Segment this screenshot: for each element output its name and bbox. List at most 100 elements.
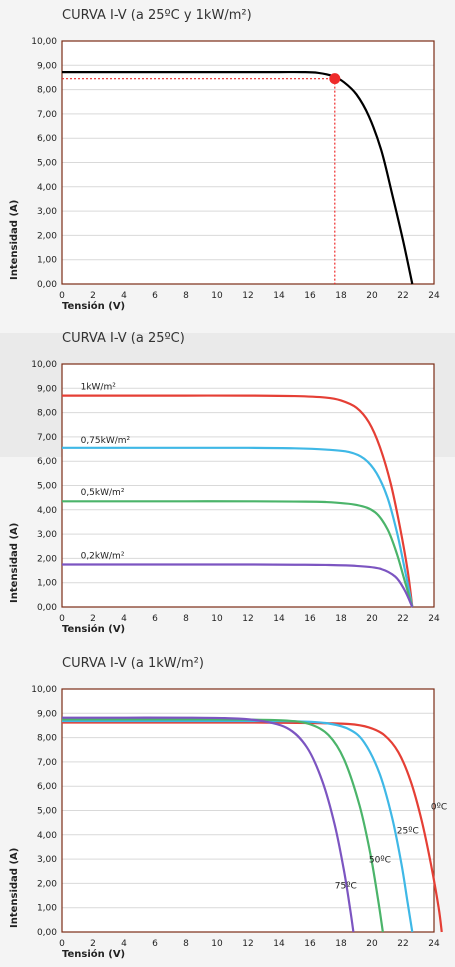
y-tick-label: 7,00: [37, 758, 57, 768]
x-tick-label: 14: [273, 291, 285, 301]
x-tick-label: 24: [428, 939, 440, 949]
series-line-2: [61, 719, 414, 933]
x-tick-label: 8: [183, 614, 189, 624]
x-tick-label: 18: [335, 291, 347, 301]
y-axis-label: Intensidad (A): [9, 848, 20, 928]
x-tick-label: 4: [121, 291, 127, 301]
x-tick-label: 4: [121, 939, 127, 949]
chart-3-title: CURVA I-V (a 1kW/m²): [62, 656, 204, 671]
series-label: 0,75kW/m²: [81, 436, 131, 446]
y-tick-label: 3,00: [37, 530, 57, 540]
x-axis-label: Tensión (V): [62, 300, 125, 312]
x-tick-label: 0: [59, 614, 65, 624]
x-tick-label: 14: [273, 939, 285, 949]
x-tick-label: 10: [211, 291, 223, 301]
x-tick-label: 16: [304, 291, 316, 301]
y-tick-label: 10,00: [31, 360, 57, 370]
y-tick-label: 1,00: [37, 256, 57, 266]
x-tick-label: 24: [428, 291, 440, 301]
series-label: 0,5kW/m²: [81, 488, 125, 498]
y-tick-label: 8,00: [37, 86, 57, 96]
x-tick-label: 10: [211, 939, 223, 949]
y-tick-label: 2,00: [37, 879, 57, 889]
y-tick-label: 10,00: [31, 685, 57, 695]
y-tick-label: 6,00: [37, 457, 57, 467]
x-tick-label: 2: [90, 614, 96, 624]
series-label: 0ºC: [431, 802, 447, 812]
y-tick-label: 5,00: [37, 807, 57, 817]
y-tick-label: 3,00: [37, 207, 57, 217]
x-tick-label: 2: [90, 291, 96, 301]
y-tick-label: 4,00: [37, 183, 57, 193]
y-tick-label: 4,00: [37, 506, 57, 516]
x-tick-label: 0: [59, 939, 65, 949]
x-tick-label: 20: [366, 939, 378, 949]
y-tick-label: 8,00: [37, 409, 57, 419]
x-tick-label: 2: [90, 939, 96, 949]
y-tick-label: 5,00: [37, 159, 57, 169]
y-tick-label: 9,00: [37, 61, 57, 71]
x-tick-label: 6: [152, 291, 158, 301]
chart-1: 0,00 1,00 2,00 3,00 4,00 5,00 6,00 7,00 8,00 9,00…: [9, 37, 440, 312]
x-tick-label: 10: [211, 614, 223, 624]
x-tick-label: 22: [397, 614, 408, 624]
x-tick-label: 24: [428, 614, 440, 624]
x-tick-label: 8: [183, 939, 189, 949]
x-tick-label: 6: [152, 614, 158, 624]
x-tick-label: 12: [242, 291, 253, 301]
chart-3: 0,00 1,00 2,00 3,00 4,00 5,00 6,00 7,00 8,00 9,00…: [9, 685, 447, 960]
y-tick-label: 10,00: [31, 37, 57, 47]
y-tick-label: 0,00: [37, 280, 57, 290]
y-tick-label: 9,00: [37, 709, 57, 719]
x-tick-label: 6: [152, 939, 158, 949]
y-tick-label: 3,00: [37, 855, 57, 865]
x-tick-label: 12: [242, 614, 253, 624]
series-line-1: [62, 721, 443, 933]
y-tick-label: 6,00: [37, 782, 57, 792]
chart-2-title: CURVA I-V (a 25ºC): [62, 331, 185, 346]
x-tick-label: 22: [397, 291, 408, 301]
x-tick-label: 14: [273, 614, 285, 624]
series-label: 1kW/m²: [81, 383, 117, 393]
y-tick-label: 1,00: [37, 579, 57, 589]
x-axis-label: Tensión (V): [62, 623, 125, 635]
series-line-3: [62, 500, 414, 608]
plot-frame: [61, 363, 435, 608]
y-axis-label: Intensidad (A): [9, 523, 20, 603]
series-line-2: [61, 446, 414, 608]
x-tick-label: 16: [304, 939, 316, 949]
y-tick-label: 1,00: [37, 904, 57, 914]
x-tick-label: 20: [366, 291, 378, 301]
y-axis-label: Intensidad (A): [9, 200, 20, 280]
series-label: 0,2kW/m²: [81, 551, 125, 561]
series-line-4: [61, 716, 355, 933]
plot-frame: [61, 40, 435, 285]
x-tick-label: 0: [59, 291, 65, 301]
x-tick-label: 8: [183, 291, 189, 301]
y-tick-label: 0,00: [37, 603, 57, 613]
series-line-1: [61, 394, 414, 608]
series-line-1: [61, 70, 414, 285]
x-tick-label: 22: [397, 939, 408, 949]
x-axis-label: Tensión (V): [62, 948, 125, 960]
chart-2: 0,00 1,00 2,00 3,00 4,00 5,00 6,00 7,00 8,00 9,00…: [9, 360, 440, 635]
series-line-4: [62, 563, 414, 608]
operating-point-marker: [329, 73, 341, 85]
chart-1-title: CURVA I-V (a 25ºC y 1kW/m²): [62, 8, 252, 23]
series-label: 75ºC: [335, 881, 357, 891]
series-line-3: [62, 718, 384, 933]
y-tick-label: 5,00: [37, 482, 57, 492]
y-tick-label: 8,00: [37, 734, 57, 744]
x-tick-label: 18: [335, 939, 347, 949]
y-tick-label: 4,00: [37, 831, 57, 841]
x-tick-label: 16: [304, 614, 316, 624]
series-label: 25ºC: [397, 827, 419, 837]
y-tick-label: 9,00: [37, 384, 57, 394]
y-tick-label: 2,00: [37, 554, 57, 564]
x-tick-label: 18: [335, 614, 347, 624]
y-tick-label: 2,00: [37, 231, 57, 241]
y-tick-label: 0,00: [37, 928, 57, 938]
series-label: 50ºC: [369, 856, 391, 866]
y-tick-label: 7,00: [37, 110, 57, 120]
